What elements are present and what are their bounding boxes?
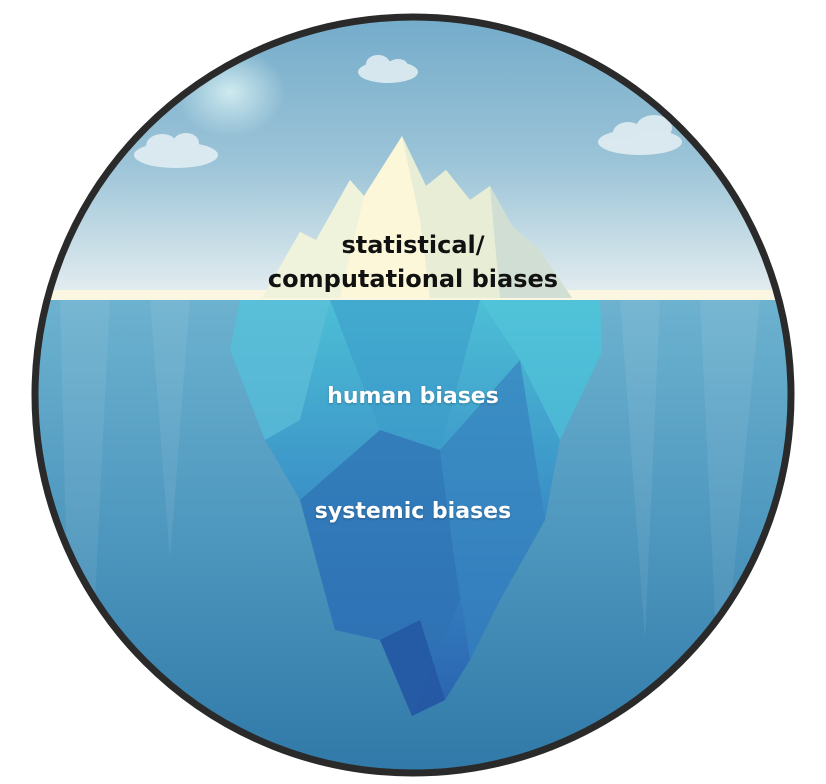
tip-label-line2: computational biases xyxy=(267,265,559,293)
light-rays xyxy=(60,298,760,720)
tip-label-line1: statistical/ xyxy=(341,231,485,259)
cloud-icon xyxy=(134,133,218,168)
middle-label: human biases xyxy=(327,384,499,409)
iceberg-tip xyxy=(262,136,572,298)
cloud-icon xyxy=(598,115,682,155)
bottom-label: systemic biases xyxy=(314,499,512,524)
iceberg-underwater xyxy=(230,300,602,716)
circle-border xyxy=(31,13,795,777)
tip-label: statistical/ computational biases xyxy=(0,228,826,296)
cloud-icon xyxy=(358,55,418,83)
